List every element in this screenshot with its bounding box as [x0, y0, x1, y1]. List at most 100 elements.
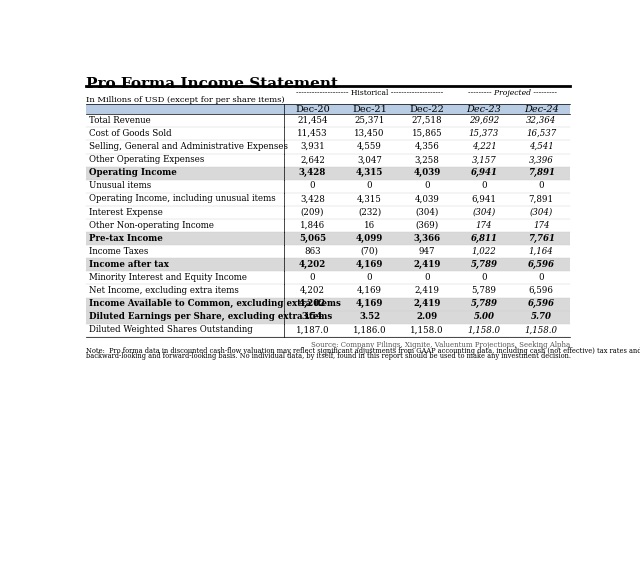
Text: Dec-21: Dec-21 — [352, 105, 387, 114]
Bar — [86, 284, 570, 297]
Bar — [86, 297, 570, 311]
Bar — [86, 154, 570, 167]
Bar — [86, 104, 570, 114]
Text: 1,164: 1,164 — [529, 247, 554, 256]
Text: -------------------- Historical --------------------: -------------------- Historical --------… — [296, 89, 444, 97]
Text: 3.54: 3.54 — [302, 312, 323, 321]
Text: Diluted Weighted Shares Outstanding: Diluted Weighted Shares Outstanding — [90, 325, 253, 334]
Text: 0: 0 — [481, 181, 487, 190]
Text: 6,941: 6,941 — [472, 195, 497, 204]
Text: 7,761: 7,761 — [528, 234, 555, 243]
Text: 3,428: 3,428 — [299, 168, 326, 177]
Text: 5.00: 5.00 — [474, 312, 495, 321]
Text: 3,396: 3,396 — [529, 155, 554, 164]
Text: 7,891: 7,891 — [528, 168, 555, 177]
Text: Dec-24: Dec-24 — [524, 105, 559, 114]
Bar — [86, 167, 570, 180]
Text: Net Income, excluding extra items: Net Income, excluding extra items — [90, 286, 239, 295]
Text: 32,364: 32,364 — [526, 116, 556, 125]
Text: 4,315: 4,315 — [356, 168, 383, 177]
Text: 174: 174 — [533, 220, 550, 229]
Text: 7,891: 7,891 — [529, 195, 554, 204]
Text: backward-looking and forward-looking basis. No individual data, by itself, found: backward-looking and forward-looking bas… — [86, 352, 572, 360]
Text: 3.52: 3.52 — [359, 312, 380, 321]
Text: 11,453: 11,453 — [297, 129, 328, 138]
Bar — [86, 140, 570, 154]
Text: 3,047: 3,047 — [357, 155, 382, 164]
Bar — [86, 193, 570, 206]
Text: 3,366: 3,366 — [413, 234, 440, 243]
Text: (304): (304) — [529, 208, 553, 217]
Bar — [86, 180, 570, 193]
Text: 2,419: 2,419 — [413, 299, 440, 308]
Text: 4,315: 4,315 — [357, 195, 382, 204]
Text: 29,692: 29,692 — [469, 116, 499, 125]
Text: 4,202: 4,202 — [299, 299, 326, 308]
Text: 25,371: 25,371 — [355, 116, 385, 125]
Text: 4,356: 4,356 — [415, 142, 439, 151]
Text: Other Operating Expenses: Other Operating Expenses — [90, 155, 205, 164]
Text: 1,187.0: 1,187.0 — [296, 325, 329, 334]
Text: 21,454: 21,454 — [297, 116, 328, 125]
Bar — [86, 232, 570, 245]
Text: 6,596: 6,596 — [528, 299, 555, 308]
Bar — [86, 311, 570, 324]
Text: (70): (70) — [360, 247, 379, 256]
Bar — [86, 272, 570, 284]
Text: 15,373: 15,373 — [469, 129, 499, 138]
Text: 5,789: 5,789 — [470, 299, 497, 308]
Text: 1,158.0: 1,158.0 — [525, 325, 557, 334]
Text: 4,541: 4,541 — [529, 142, 554, 151]
Text: 2,419: 2,419 — [414, 286, 439, 295]
Text: (304): (304) — [472, 208, 495, 217]
Text: 3,157: 3,157 — [472, 155, 497, 164]
Text: Income Available to Common, excluding extra items: Income Available to Common, excluding ex… — [90, 299, 341, 308]
Text: 0: 0 — [310, 181, 316, 190]
Text: 27,518: 27,518 — [412, 116, 442, 125]
Text: 1,022: 1,022 — [472, 247, 497, 256]
Text: 5.70: 5.70 — [531, 312, 552, 321]
Bar — [86, 258, 570, 272]
Text: 0: 0 — [367, 181, 372, 190]
Text: 1,158.0: 1,158.0 — [467, 325, 500, 334]
Text: Note:  Pro forma data in discounted cash-flow valuation may reflect significant : Note: Pro forma data in discounted cash-… — [86, 347, 640, 355]
Text: 5,065: 5,065 — [299, 234, 326, 243]
Text: Selling, General and Administrative Expenses: Selling, General and Administrative Expe… — [90, 142, 288, 151]
Text: 15,865: 15,865 — [412, 129, 442, 138]
Text: 4,039: 4,039 — [413, 168, 440, 177]
Text: Interest Expense: Interest Expense — [90, 208, 163, 217]
Text: Income after tax: Income after tax — [90, 260, 169, 269]
Text: 0: 0 — [310, 273, 316, 282]
Text: Pro Forma Income Statement: Pro Forma Income Statement — [86, 76, 338, 90]
Text: Dec-20: Dec-20 — [295, 105, 330, 114]
Text: Minority Interest and Equity Income: Minority Interest and Equity Income — [90, 273, 247, 282]
Text: Cost of Goods Sold: Cost of Goods Sold — [90, 129, 172, 138]
Text: 4,202: 4,202 — [299, 260, 326, 269]
Bar — [86, 219, 570, 232]
Text: 6,596: 6,596 — [529, 286, 554, 295]
Text: 5,789: 5,789 — [470, 260, 497, 269]
Text: Operating Income, including unusual items: Operating Income, including unusual item… — [90, 195, 276, 204]
Text: 0: 0 — [424, 181, 429, 190]
Text: 3,428: 3,428 — [300, 195, 325, 204]
Text: 0: 0 — [538, 181, 544, 190]
Text: 0: 0 — [367, 273, 372, 282]
Text: 3,258: 3,258 — [414, 155, 439, 164]
Text: 1,846: 1,846 — [300, 220, 325, 229]
Text: 4,169: 4,169 — [357, 286, 382, 295]
Text: 1,158.0: 1,158.0 — [410, 325, 444, 334]
Text: 0: 0 — [481, 273, 487, 282]
Text: 1,186.0: 1,186.0 — [353, 325, 387, 334]
Text: 6,596: 6,596 — [528, 260, 555, 269]
Bar — [86, 245, 570, 258]
Text: Other Non-operating Income: Other Non-operating Income — [90, 220, 214, 229]
Text: (369): (369) — [415, 220, 438, 229]
Text: Pre-tax Income: Pre-tax Income — [90, 234, 163, 243]
Text: 16: 16 — [364, 220, 375, 229]
Bar — [86, 206, 570, 219]
Text: (209): (209) — [301, 208, 324, 217]
Bar — [86, 114, 570, 127]
Text: In Millions of USD (except for per share items): In Millions of USD (except for per share… — [86, 96, 285, 104]
Text: 16,537: 16,537 — [526, 129, 556, 138]
Text: 6,811: 6,811 — [470, 234, 497, 243]
